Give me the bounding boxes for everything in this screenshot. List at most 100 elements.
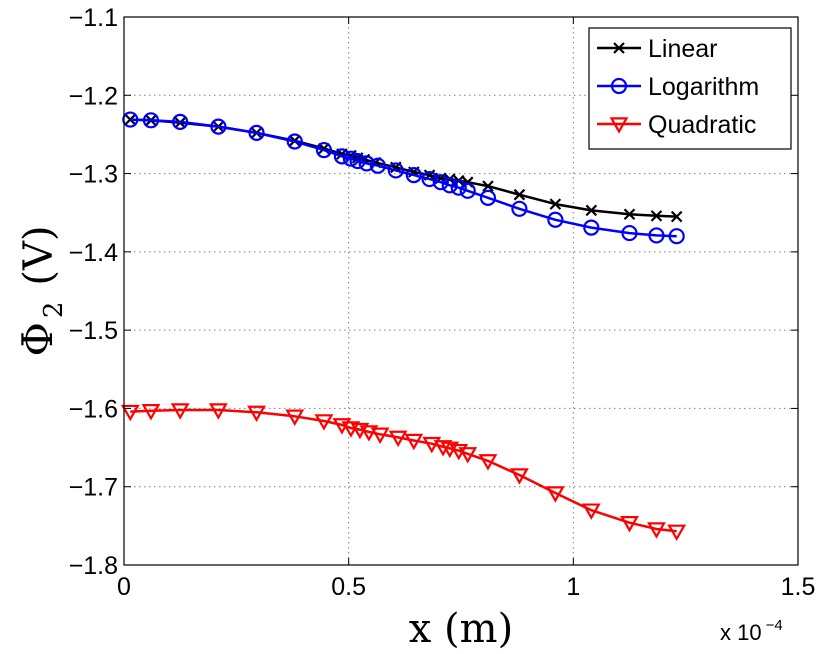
x-marker-stroke xyxy=(623,208,636,221)
x-tick-label: 1.5 xyxy=(781,573,816,601)
data-point-logarithm xyxy=(511,200,528,217)
x-marker-stroke xyxy=(482,180,494,192)
y-tick-label: −1.8 xyxy=(69,552,118,580)
data-point-quadratic xyxy=(510,468,529,485)
data-point-logarithm xyxy=(621,224,638,242)
x-tick-label: 0.5 xyxy=(331,573,366,601)
x-axis-label: x (m) xyxy=(409,606,513,652)
data-point-logarithm xyxy=(547,211,564,228)
y-axis-label: Φ 2 (V) xyxy=(13,225,69,356)
data-point-linear xyxy=(623,208,636,221)
data-point-quadratic xyxy=(247,405,266,423)
data-point-quadratic xyxy=(314,414,334,431)
data-point-logarithm xyxy=(286,133,303,150)
grid-lines xyxy=(124,17,798,565)
data-point-linear xyxy=(585,204,598,217)
data-point-logarithm xyxy=(342,150,360,167)
legend-label-quadratic: Quadratic xyxy=(648,111,756,139)
data-point-logarithm xyxy=(387,162,404,179)
data-point-quadratic xyxy=(478,454,498,471)
data-point-logarithm xyxy=(450,179,467,196)
data-point-quadratic xyxy=(370,427,390,444)
x-marker-stroke xyxy=(650,210,663,222)
y-tick-label: −1.5 xyxy=(69,317,118,345)
legend-label-linear: Linear xyxy=(648,35,718,63)
data-point-quadratic xyxy=(458,447,478,464)
data-point-quadratic xyxy=(404,433,424,451)
data-point-logarithm xyxy=(583,219,600,236)
legend-item-quadratic: Quadratic xyxy=(597,111,756,139)
series-quadratic xyxy=(120,403,687,542)
data-point-quadratic xyxy=(667,524,687,542)
y-tick-label: −1.1 xyxy=(69,4,118,32)
series-layer xyxy=(120,111,687,542)
y-axis-subscript: 2 xyxy=(39,302,69,319)
data-point-quadratic xyxy=(170,403,190,420)
y-tick-label: −1.6 xyxy=(69,395,118,423)
y-axis-symbol: Φ xyxy=(13,322,62,356)
data-point-logarithm xyxy=(358,155,375,172)
data-point-logarithm xyxy=(122,111,139,128)
x-tick-label: 0 xyxy=(117,573,131,601)
x-marker-stroke xyxy=(124,113,137,126)
data-point-linear xyxy=(513,188,526,201)
data-point-logarithm xyxy=(315,141,333,159)
plot-frame xyxy=(123,16,799,566)
x-exponent-label: x 10 −4 xyxy=(720,617,783,645)
data-point-quadratic xyxy=(285,409,305,426)
data-point-quadratic xyxy=(545,486,565,503)
data-point-linear xyxy=(482,180,494,192)
y-tick-label: −1.3 xyxy=(69,161,118,189)
y-axis-unit: (V) xyxy=(16,225,62,285)
x-tick-label: 1 xyxy=(566,573,580,601)
data-point-logarithm xyxy=(459,182,476,199)
axis-ticks xyxy=(123,16,799,566)
legend-marker-logarithm xyxy=(610,77,628,95)
data-point-logarithm xyxy=(668,228,685,245)
tick-labels: 0 0.5 1 1.5 −1.1 −1.2 −1.3 −1.4 −1.5 −1.6 −1.7 −1.8 xyxy=(69,4,816,601)
x-marker-stroke xyxy=(670,210,683,223)
data-point-linear xyxy=(650,210,663,222)
data-point-logarithm xyxy=(479,189,497,206)
data-point-linear xyxy=(670,210,683,223)
data-point-logarithm xyxy=(432,174,449,191)
data-point-quadratic xyxy=(141,404,161,421)
data-point-logarithm xyxy=(441,177,458,194)
y-tick-label: −1.7 xyxy=(69,474,118,502)
data-point-quadratic xyxy=(433,440,453,457)
data-point-logarithm xyxy=(142,112,160,129)
data-point-logarithm xyxy=(210,118,227,135)
data-point-quadratic xyxy=(120,404,140,422)
data-point-quadratic xyxy=(388,430,408,448)
legend-items: Linear Logarithm Quadratic xyxy=(597,35,759,139)
data-point-quadratic xyxy=(359,425,379,442)
series-logarithm xyxy=(122,111,685,245)
data-point-linear xyxy=(124,113,137,126)
legend-item-linear: Linear xyxy=(597,35,718,63)
x-exponent-base: x 10 xyxy=(720,620,762,645)
y-tick-label: −1.2 xyxy=(69,82,118,110)
x-exponent-power: −4 xyxy=(766,617,783,634)
data-point-quadratic xyxy=(620,516,639,533)
data-point-logarithm xyxy=(333,148,351,165)
data-point-logarithm xyxy=(648,227,665,244)
x-marker-stroke xyxy=(613,42,625,54)
y-tick-label: −1.4 xyxy=(69,239,118,267)
legend-item-logarithm: Logarithm xyxy=(597,73,759,101)
x-marker-stroke xyxy=(585,204,598,217)
legend: Linear Logarithm Quadratic xyxy=(588,27,792,150)
data-point-logarithm xyxy=(405,167,422,184)
data-point-logarithm xyxy=(248,124,265,141)
data-point-logarithm xyxy=(369,157,386,174)
data-point-linear xyxy=(549,198,562,210)
data-point-logarithm xyxy=(349,152,366,170)
data-point-quadratic xyxy=(422,436,442,454)
legend-label-logarithm: Logarithm xyxy=(648,73,759,101)
data-point-logarithm xyxy=(421,170,438,188)
data-point-quadratic xyxy=(581,503,601,520)
legend-marker-linear xyxy=(613,42,625,54)
legend-marker-quadratic xyxy=(609,117,629,134)
data-point-quadratic xyxy=(208,403,228,420)
data-point-logarithm xyxy=(172,113,189,131)
